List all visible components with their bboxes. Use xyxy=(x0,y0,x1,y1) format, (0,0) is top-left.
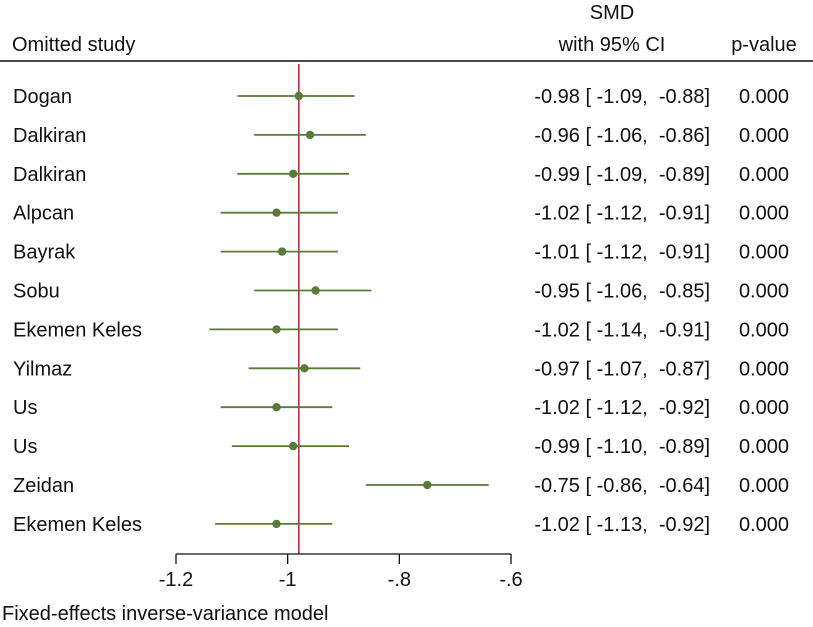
header-pvalue: p-value xyxy=(731,34,797,56)
estimate-marker xyxy=(272,403,281,412)
estimate-marker xyxy=(294,91,304,101)
study-label: Ekemen Keles xyxy=(13,319,142,341)
estimate-marker xyxy=(300,364,309,373)
study-label: Ekemen Keles xyxy=(13,514,142,536)
study-label: Us xyxy=(13,436,37,458)
header-study: Omitted study xyxy=(12,34,135,56)
study-label: Dalkiran xyxy=(13,164,86,186)
ci-text: -1.01 [ -1.12, -0.91] xyxy=(534,242,710,264)
p-value: 0.000 xyxy=(739,397,789,419)
estimate-marker xyxy=(272,208,281,217)
ci-text: -0.75 [ -0.86, -0.64] xyxy=(534,475,710,497)
ci-text: -0.99 [ -1.10, -0.89] xyxy=(534,436,710,458)
p-value: 0.000 xyxy=(739,475,789,497)
ci-text: -0.95 [ -1.06, -0.85] xyxy=(534,281,710,303)
estimate-marker xyxy=(277,247,287,256)
p-value: 0.000 xyxy=(739,436,789,458)
p-value: 0.000 xyxy=(739,86,789,108)
ci-text: -0.99 [ -1.09, -0.89] xyxy=(534,164,710,186)
x-axis: -1.2 -1 -.8 -.6 xyxy=(159,553,523,591)
study-label: Dalkiran xyxy=(13,125,86,147)
x-tick-label: -1.2 xyxy=(159,569,193,591)
ci-text: -0.97 [ -1.07, -0.87] xyxy=(534,358,710,380)
estimate-marker xyxy=(272,325,281,334)
x-tick-label: -.8 xyxy=(388,569,411,591)
ci-text: -1.02 [ -1.13, -0.92] xyxy=(534,514,710,536)
x-tick-label: -.6 xyxy=(499,569,522,591)
p-value: 0.000 xyxy=(739,164,789,186)
study-label: Alpcan xyxy=(13,203,74,225)
study-label: Yilmaz xyxy=(13,358,72,380)
estimate-marker xyxy=(289,441,298,451)
study-label: Us xyxy=(13,397,37,419)
header-effect-line2: with 95% CI xyxy=(558,34,666,56)
p-value: 0.000 xyxy=(739,281,789,303)
x-tick-label: -1 xyxy=(279,569,297,591)
p-value: 0.000 xyxy=(739,358,789,380)
estimate-marker xyxy=(272,519,281,529)
estimate-marker xyxy=(311,286,320,295)
p-value: 0.000 xyxy=(739,514,789,536)
ci-text: -1.02 [ -1.14, -0.91] xyxy=(534,319,710,341)
study-label: Bayrak xyxy=(13,242,76,264)
estimate-marker xyxy=(289,169,298,178)
p-value: 0.000 xyxy=(739,242,789,264)
estimate-marker xyxy=(423,480,432,490)
study-label: Zeidan xyxy=(13,475,74,497)
ci-text: -0.98 [ -1.09, -0.88] xyxy=(534,86,710,108)
p-value: 0.000 xyxy=(739,319,789,341)
study-label: Dogan xyxy=(13,86,72,108)
header-effect-line1: SMD xyxy=(590,2,634,24)
rows-group: Dogan -0.98 [ -1.09, -0.88] 0.000 Dalkiran -… xyxy=(13,64,789,554)
ci-text: -1.02 [ -1.12, -0.91] xyxy=(534,203,710,225)
p-value: 0.000 xyxy=(739,203,789,225)
footnote: Fixed-effects inverse-variance model xyxy=(2,603,328,625)
ci-text: -1.02 [ -1.12, -0.92] xyxy=(534,397,710,419)
p-value: 0.000 xyxy=(739,125,789,147)
study-label: Sobu xyxy=(13,281,60,303)
estimate-marker xyxy=(305,130,315,140)
ci-text: -0.96 [ -1.06, -0.86] xyxy=(534,125,710,147)
